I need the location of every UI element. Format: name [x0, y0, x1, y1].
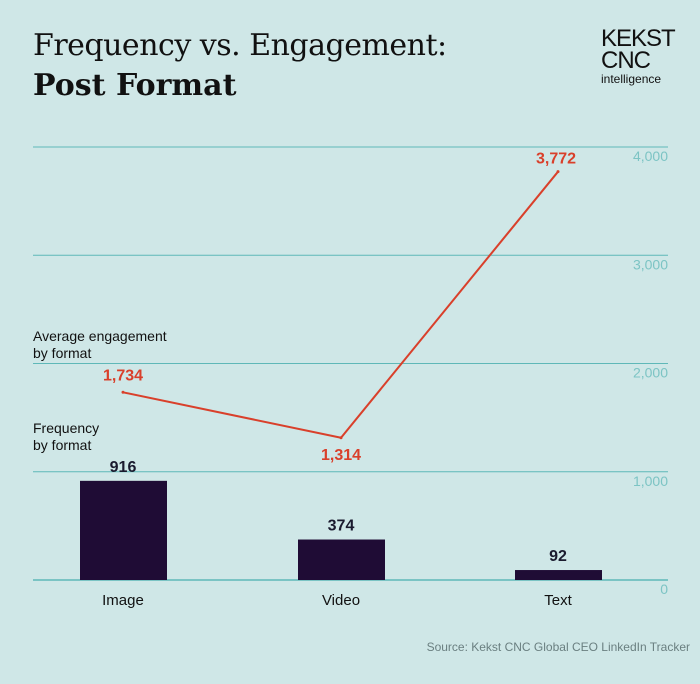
chart-title-line1: Frequency vs. Engagement: [33, 28, 447, 63]
line-point [339, 436, 343, 440]
x-tick-label: Video [322, 592, 360, 609]
logo-line1: KEKST [601, 25, 676, 52]
bar-legend-2: by format [33, 437, 92, 453]
bar-image [80, 480, 167, 580]
line-point [556, 170, 560, 174]
y-tick-label: 0 [660, 581, 668, 597]
bar-legend-1: Frequency [33, 420, 100, 436]
line-point [121, 390, 125, 394]
y-tick-label: 2,000 [633, 365, 668, 381]
y-tick-label: 4,000 [633, 148, 668, 164]
y-tick-label: 3,000 [633, 256, 668, 272]
line-legend: Average engagement by format [33, 328, 167, 362]
kekst-logo: KEKST CNC intelligence [601, 25, 676, 87]
engagement-line [122, 171, 559, 439]
logo-line3: intelligence [601, 72, 662, 86]
logo-line2: CNC [601, 47, 651, 74]
line-legend-1: Average engagement [33, 328, 167, 344]
bar-legend: Frequency by format [33, 420, 99, 454]
bar-value-label: 916 [110, 459, 137, 476]
bar-value-label: 92 [549, 548, 567, 565]
line-value-label: 1,314 [321, 447, 361, 464]
line-value-label: 1,734 [103, 367, 143, 384]
source-note: Source: Kekst CNC Global CEO LinkedIn Tr… [426, 640, 690, 654]
chart-title-line2: Post Format [33, 68, 237, 103]
bar-value-label: 374 [328, 518, 355, 535]
line-legend-2: by format [33, 345, 92, 361]
bar-video [298, 539, 385, 580]
y-tick-label: 1,000 [633, 473, 668, 489]
x-tick-label: Image [102, 592, 144, 609]
x-tick-label: Text [544, 592, 572, 609]
line-value-label: 3,772 [536, 151, 576, 168]
bar-text [515, 570, 602, 580]
